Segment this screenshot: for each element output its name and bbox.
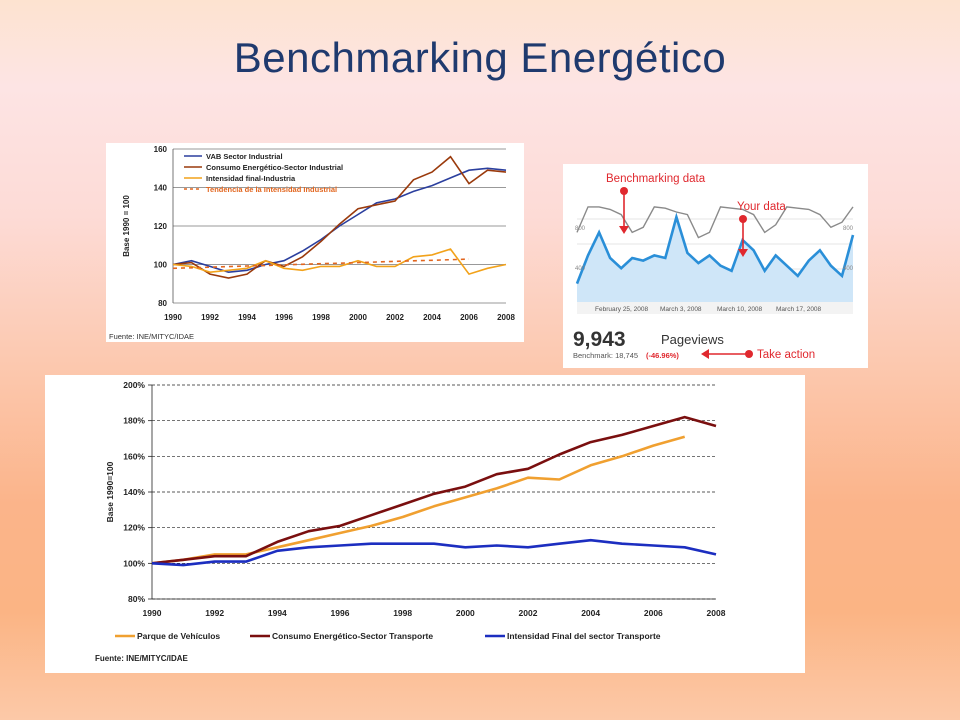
annotation-take-action: Take action: [757, 349, 815, 361]
y-tick-label: 180%: [123, 416, 145, 426]
annotation-your-data: Your data: [737, 201, 786, 213]
annotation-benchmarking-data: Benchmarking data: [606, 173, 706, 185]
source-note: Fuente: INE/MITYC/IDAE: [109, 332, 194, 341]
series-line: [576, 206, 854, 239]
y-tick-label: 100%: [123, 558, 145, 568]
x-tick-label: 1998: [312, 313, 330, 322]
series-line: [172, 258, 470, 270]
x-tick-label: March 10, 2008: [717, 306, 763, 313]
y-tick-label: 140: [154, 184, 168, 193]
series-line: [151, 538, 717, 567]
series-line: [172, 248, 507, 276]
legend-label: Intensidad Final del sector Transporte: [507, 631, 661, 641]
x-tick-label: March 17, 2008: [776, 306, 822, 313]
legend-label: Consumo Energético-Sector Transporte: [272, 631, 433, 641]
x-tick-label: 1996: [275, 313, 293, 322]
series-line: [575, 212, 855, 285]
x-tick-label: 1992: [201, 313, 219, 322]
benchmark-delta: (-46.96%): [646, 351, 679, 360]
source-note: Fuente: INE/MITYC/IDAE: [95, 654, 189, 663]
industrial-chart-panel: 80 100 120 140 160 1990 1992 1994 1996 1998 2000 20…: [106, 143, 524, 342]
your-data-area: [577, 217, 853, 302]
x-axis-band: [577, 302, 853, 314]
benchmarking-analytics-panel: 800 400 800 400 February 25, 2008 March 3, 20…: [563, 164, 868, 368]
transport-chart-panel: 80% 100% 120% 140% 160% 180% 200% 1990 1992 1994 1…: [45, 375, 805, 673]
x-tick-label: 1990: [164, 313, 182, 322]
y-tick-label: 120: [154, 222, 168, 231]
x-tick-label: 1994: [238, 313, 256, 322]
x-tick-label: 2004: [423, 313, 441, 322]
metric-value: 9,943: [573, 328, 626, 351]
y-axis-label: Base 1990=100: [105, 461, 115, 522]
benchmarking-analytics-chart: 800 400 800 400 February 25, 2008 March 3, 20…: [573, 173, 855, 361]
annotation-dot: [745, 350, 753, 358]
series-line: [151, 415, 717, 565]
y-tick-label: 140%: [123, 487, 145, 497]
annotation-arrowhead: [701, 349, 709, 359]
x-tick-label: 1998: [393, 608, 412, 618]
x-tick-label: 1992: [205, 608, 224, 618]
annotation-arrowhead: [619, 226, 629, 234]
y-tick-label: 120%: [123, 523, 145, 533]
y-tick-label: 80: [158, 299, 167, 308]
legend-label: Parque de Vehículos: [137, 631, 220, 641]
y-tick-label: 160%: [123, 451, 145, 461]
legend-label: VAB Sector Industrial: [206, 152, 283, 161]
x-tick-label: 2002: [519, 608, 538, 618]
x-tick-label: 1994: [268, 608, 287, 618]
legend-label: Consumo Energético-Sector Industrial: [206, 163, 343, 172]
y-axis-label: Base 1990 = 100: [122, 195, 131, 257]
series-line: [151, 435, 686, 565]
x-tick-label: 2002: [386, 313, 404, 322]
y-tick-label: 400: [575, 266, 586, 272]
metric-label: Pageviews: [661, 332, 724, 347]
x-tick-label: 2004: [581, 608, 600, 618]
y-tick-label: 200%: [123, 380, 145, 390]
y-tick-label: 160: [154, 145, 168, 154]
legend-label: Intensidad final-Industria: [206, 174, 296, 183]
x-tick-label: 2008: [497, 313, 515, 322]
x-tick-label: 1990: [143, 608, 162, 618]
x-tick-label: February 25, 2008: [595, 306, 649, 313]
y-tick-label: 800: [843, 226, 854, 232]
series-line: [172, 167, 507, 274]
x-tick-label: 2000: [456, 608, 475, 618]
y-tick-label: 100: [154, 261, 168, 270]
x-tick-label: 2006: [644, 608, 663, 618]
slide-title: Benchmarking Energético: [233, 34, 727, 81]
x-tick-label: 2000: [349, 313, 367, 322]
x-tick-label: 1996: [331, 608, 350, 618]
benchmark-text: Benchmark: 18,745: [573, 351, 638, 360]
transport-chart: 80% 100% 120% 140% 160% 180% 200% 1990 1992 1994 1…: [95, 380, 726, 663]
x-tick-label: 2008: [707, 608, 726, 618]
x-tick-label: March 3, 2008: [660, 306, 702, 313]
y-tick-label: 400: [843, 266, 854, 272]
y-tick-label: 80%: [128, 594, 145, 604]
series-line: [172, 155, 507, 279]
y-tick-label: 800: [575, 226, 586, 232]
industrial-chart: 80 100 120 140 160 1990 1992 1994 1996 1998 2000 20…: [109, 145, 515, 341]
x-tick-label: 2006: [460, 313, 478, 322]
legend-label: Tendencia de la Intensidad Industrial: [206, 185, 337, 194]
annotation-arrowhead: [738, 249, 748, 257]
